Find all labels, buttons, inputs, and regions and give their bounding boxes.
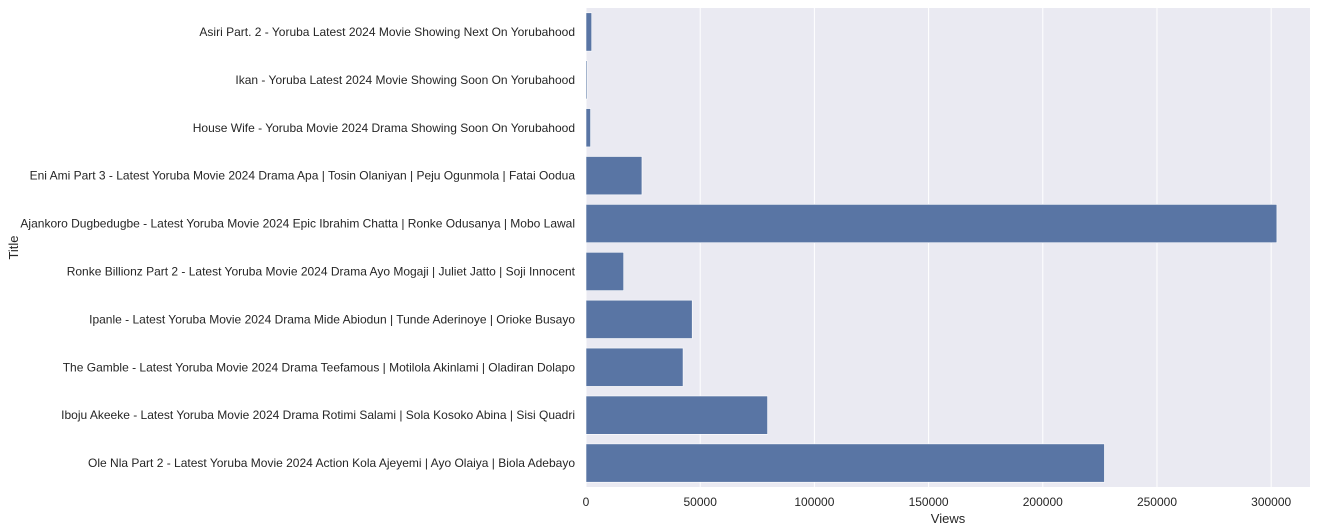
bar: [585, 443, 1105, 483]
y-tick-label: The Gamble - Latest Yoruba Movie 2024 Dr…: [63, 360, 576, 374]
bar: [585, 395, 768, 435]
x-tick-label: 100000: [794, 495, 834, 509]
x-axis-ticks: 0 50000 100000 150000 200000 250000 300000: [583, 495, 1292, 509]
y-tick-label: Ole Nla Part 2 - Latest Yoruba Movie 202…: [88, 456, 575, 470]
y-tick-label: Ajankoro Dugbedugbe - Latest Yoruba Movi…: [20, 217, 575, 231]
y-tick-label: House Wife - Yoruba Movie 2024 Drama Sho…: [193, 121, 575, 135]
y-tick-label: Ronke Billionz Part 2 - Latest Yoruba Mo…: [67, 264, 576, 278]
x-axis-label: Views: [931, 511, 966, 526]
bar: [585, 108, 591, 148]
bar: [585, 60, 588, 100]
bar: [585, 204, 1278, 244]
x-tick-label: 150000: [909, 495, 949, 509]
x-tick-label: 200000: [1023, 495, 1063, 509]
y-tick-label: Ikan - Yoruba Latest 2024 Movie Showing …: [235, 73, 575, 87]
y-tick-label: Ipanle - Latest Yoruba Movie 2024 Drama …: [89, 312, 575, 326]
y-axis-ticks: Asiri Part. 2 - Yoruba Latest 2024 Movie…: [20, 25, 575, 470]
bars: [585, 12, 1278, 483]
y-axis-label: Title: [6, 235, 21, 259]
bar: [585, 156, 643, 196]
bar: [585, 347, 684, 387]
y-tick-label: Eni Ami Part 3 - Latest Yoruba Movie 202…: [30, 169, 576, 183]
x-tick-label: 250000: [1137, 495, 1177, 509]
bar: [585, 12, 593, 52]
bar: [585, 251, 624, 291]
x-tick-label: 300000: [1251, 495, 1291, 509]
bar: [585, 299, 693, 339]
x-tick-label: 50000: [684, 495, 718, 509]
y-tick-label: Iboju Akeeke - Latest Yoruba Movie 2024 …: [61, 408, 575, 422]
x-tick-label: 0: [583, 495, 590, 509]
y-tick-label: Asiri Part. 2 - Yoruba Latest 2024 Movie…: [199, 25, 575, 39]
